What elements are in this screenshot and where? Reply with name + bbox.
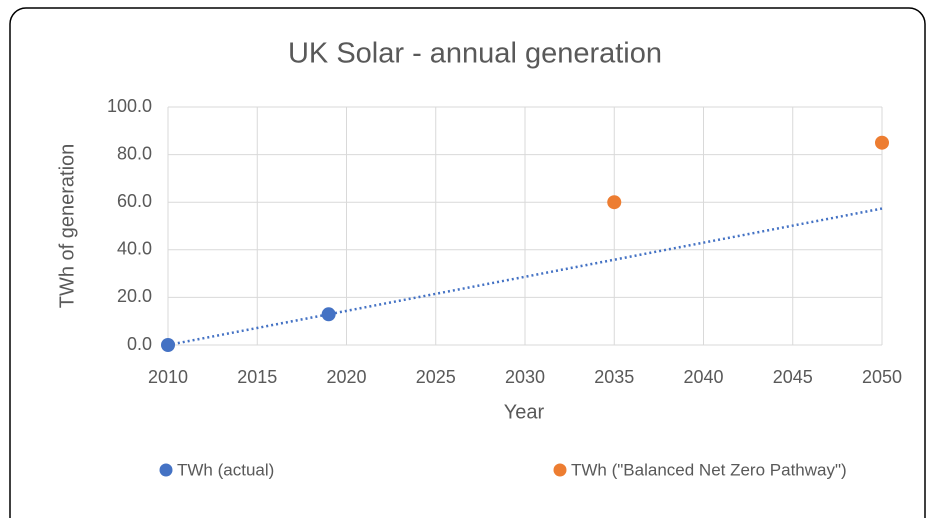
y-tick-label: 0.0 (127, 334, 152, 354)
point (607, 195, 622, 210)
x-tick-label: 2030 (505, 367, 545, 387)
x-tick-label: 2045 (773, 367, 813, 387)
point (321, 307, 336, 322)
chart-frame (9, 7, 926, 518)
y-tick-label: 20.0 (117, 286, 152, 306)
x-tick-label: 2015 (237, 367, 277, 387)
x-tick-label: 2020 (326, 367, 366, 387)
point (875, 135, 889, 150)
x-tick-label: 2035 (594, 367, 634, 387)
chart-title: UK Solar - annual generation (288, 38, 662, 70)
grid: 0.0 20.0 40.0 60.0 80.0 100.0 2010 2015 2020 2025… (107, 96, 902, 387)
x-tick-label: 2050 (862, 367, 902, 387)
x-tick-label: 2010 (148, 367, 188, 387)
x-axis-label: Year (504, 401, 545, 423)
marks (161, 135, 889, 352)
y-axis-label: TWh of generation (56, 144, 78, 309)
legend-label: TWh (actual) (177, 460, 274, 479)
trendline (167, 207, 883, 347)
legend-label: TWh ("Balanced Net Zero Pathway") (571, 460, 847, 479)
legend-marker (159, 463, 173, 477)
y-tick-label: 100.0 (107, 96, 152, 116)
y-tick-label: 60.0 (117, 191, 152, 211)
x-tick-label: 2040 (683, 367, 723, 387)
y-tick-label: 80.0 (117, 143, 152, 163)
point (161, 338, 175, 352)
legend-marker (553, 463, 567, 477)
x-tick-label: 2025 (416, 367, 456, 387)
y-tick-label: 40.0 (117, 239, 152, 259)
